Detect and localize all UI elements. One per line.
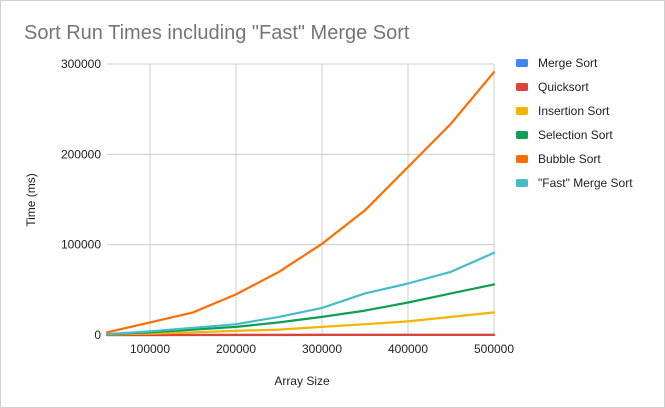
grid bbox=[107, 63, 495, 336]
y-axis-ticks: 0 100000 200000 300000 bbox=[61, 57, 101, 342]
legend-label: Merge Sort bbox=[538, 56, 598, 70]
legend-item: Selection Sort bbox=[516, 128, 613, 142]
legend-swatch bbox=[516, 107, 528, 115]
legend-label: Bubble Sort bbox=[538, 152, 601, 166]
legend-label: "Fast" Merge Sort bbox=[538, 176, 633, 190]
series-line-4 bbox=[105, 70, 496, 334]
y-tick-label: 0 bbox=[94, 328, 101, 342]
x-tick-label: 500000 bbox=[474, 342, 514, 356]
y-tick-label: 300000 bbox=[61, 57, 101, 71]
x-tick-label: 100000 bbox=[130, 342, 170, 356]
legend-item: Insertion Sort bbox=[516, 104, 610, 118]
legend-item: Merge Sort bbox=[516, 56, 598, 70]
y-tick-label: 100000 bbox=[61, 238, 101, 252]
legend: Merge Sort Quicksort Insertion Sort Selecti… bbox=[516, 56, 633, 190]
series-line-2 bbox=[105, 311, 496, 336]
legend-label: Insertion Sort bbox=[538, 104, 610, 118]
y-axis-title: Time (ms) bbox=[24, 173, 38, 227]
series-line-5 bbox=[105, 251, 496, 336]
legend-item: Quicksort bbox=[516, 80, 589, 94]
legend-label: Selection Sort bbox=[538, 128, 613, 142]
series-line-3 bbox=[105, 283, 496, 336]
chart-title: Sort Run Times including "Fast" Merge So… bbox=[24, 22, 410, 44]
y-tick-label: 200000 bbox=[61, 147, 101, 161]
legend-swatch bbox=[516, 131, 528, 139]
legend-swatch bbox=[516, 59, 528, 67]
legend-item: Bubble Sort bbox=[516, 152, 601, 166]
legend-label: Quicksort bbox=[538, 80, 589, 94]
legend-item: "Fast" Merge Sort bbox=[516, 176, 633, 190]
x-tick-label: 400000 bbox=[388, 342, 428, 356]
legend-swatch bbox=[516, 179, 528, 187]
legend-swatch bbox=[516, 155, 528, 163]
x-tick-label: 200000 bbox=[216, 342, 256, 356]
x-axis-title: Array Size bbox=[274, 374, 330, 388]
legend-swatch bbox=[516, 83, 528, 91]
x-axis-ticks: 100000 200000 300000 400000 500000 bbox=[130, 342, 514, 356]
series-lines bbox=[105, 70, 496, 337]
x-tick-label: 300000 bbox=[302, 342, 342, 356]
